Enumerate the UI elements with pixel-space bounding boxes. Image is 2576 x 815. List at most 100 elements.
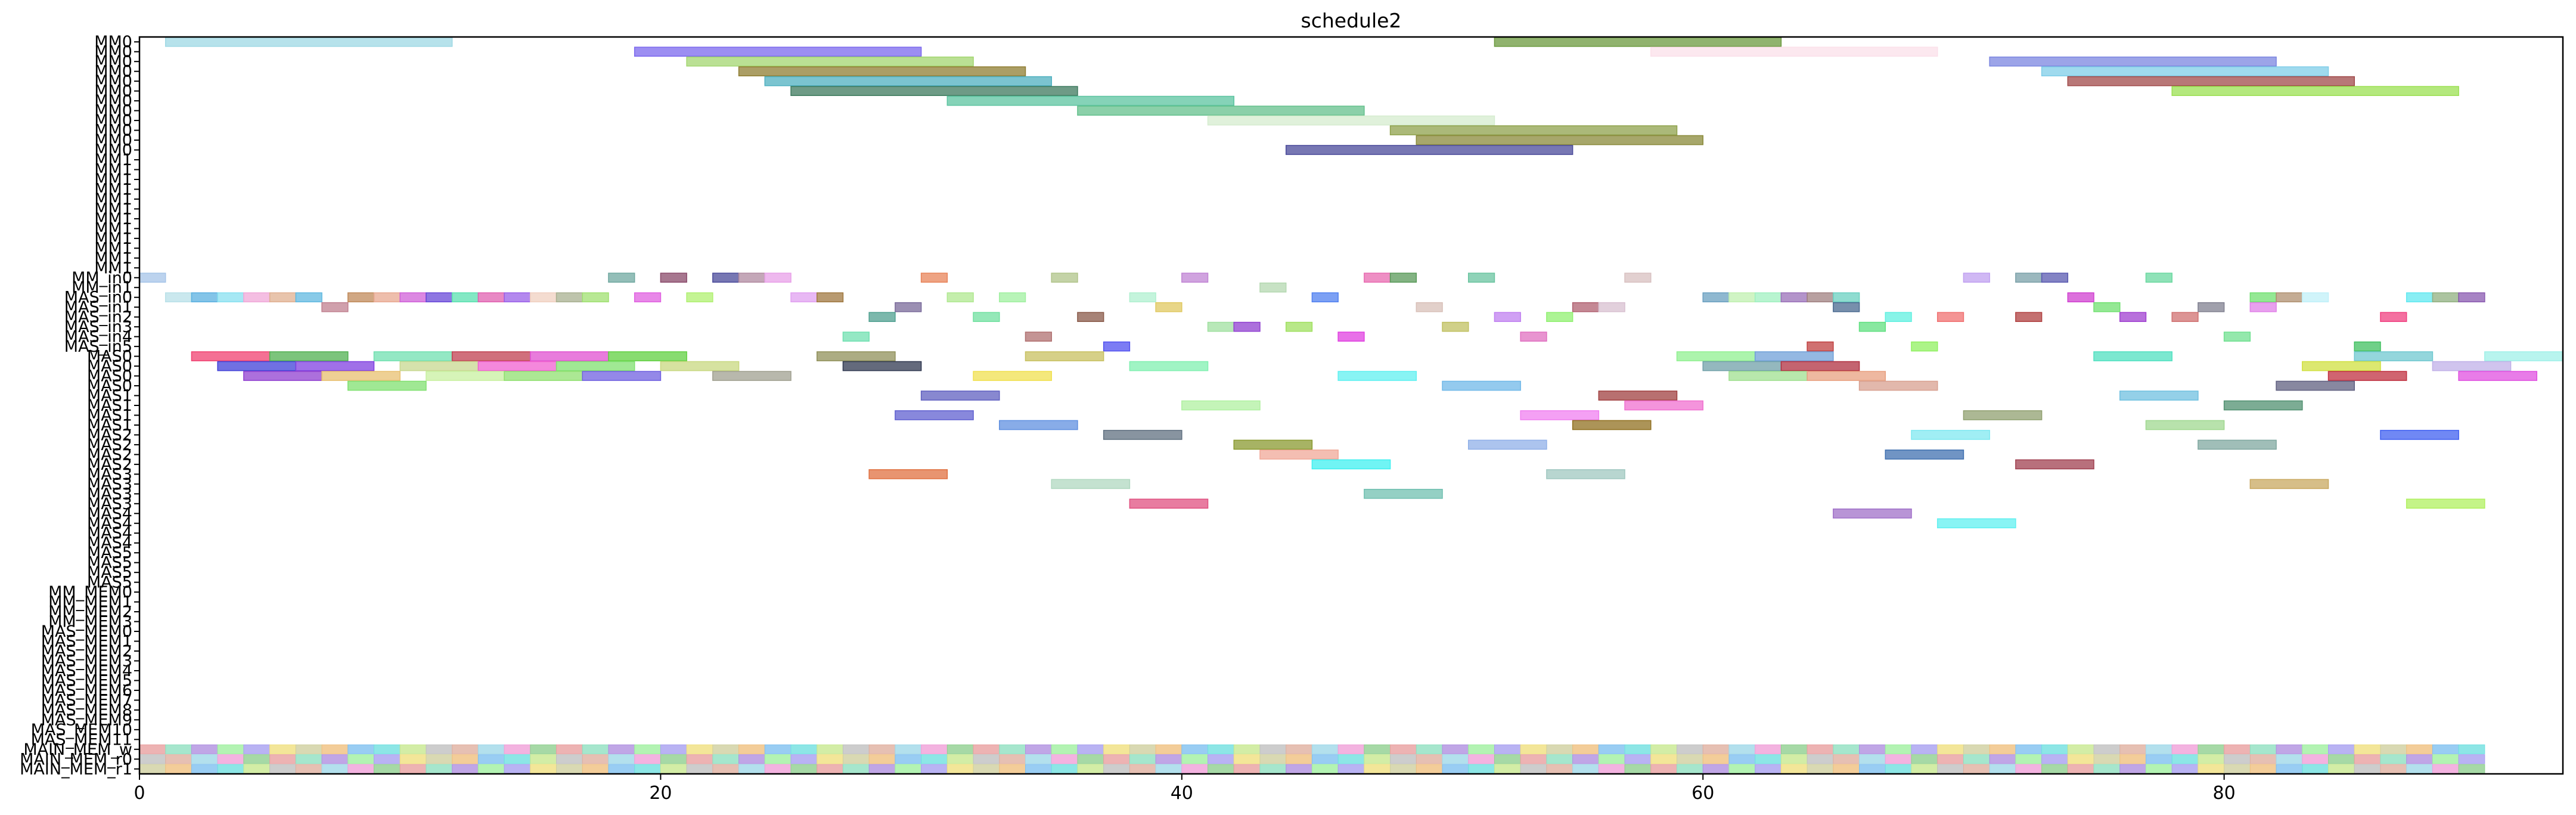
memory-block	[1911, 754, 1938, 764]
memory-block	[1572, 764, 1599, 774]
memory-block	[1807, 744, 1834, 754]
y-tick-label: MM1	[94, 171, 132, 189]
memory-block	[2145, 744, 2172, 754]
y-tick-label: MAIN_MEM_w	[23, 740, 132, 759]
task-bar	[946, 95, 1235, 106]
task-bar	[1936, 312, 1964, 323]
task-bar	[738, 66, 1026, 77]
y-tick-label: MM1	[94, 230, 132, 248]
y-tick-label: MM_MEM1	[48, 593, 132, 612]
memory-block	[139, 744, 166, 754]
memory-block	[2041, 744, 2068, 754]
task-bar	[816, 351, 896, 361]
memory-block	[1624, 744, 1652, 754]
task-bar	[1103, 430, 1183, 440]
memory-block	[2171, 744, 2199, 754]
task-bar	[1103, 341, 1131, 352]
memory-block	[1364, 764, 1391, 774]
memory-block	[660, 764, 687, 774]
memory-block	[2093, 744, 2121, 754]
y-tick-label: MM1	[94, 151, 132, 169]
memory-block	[217, 744, 244, 754]
memory-block	[1598, 764, 1625, 774]
memory-block	[1494, 764, 1521, 774]
memory-block	[1650, 764, 1678, 774]
task-bar	[2145, 272, 2172, 283]
y-tick-label: MM_MEM0	[48, 583, 132, 602]
memory-block	[217, 754, 244, 764]
task-bar	[2406, 292, 2434, 303]
memory-block	[2276, 754, 2303, 764]
memory-block	[530, 764, 557, 774]
task-bar	[2249, 292, 2277, 303]
memory-block	[2328, 754, 2355, 764]
y-tick-label: MM0	[94, 52, 132, 71]
y-tick-label: MAS_MEM6	[41, 681, 132, 700]
memory-block	[1311, 764, 1339, 774]
y-tick-label: MM1	[94, 180, 132, 199]
memory-block	[999, 754, 1026, 764]
task-bar	[2380, 312, 2407, 323]
memory-block	[2224, 764, 2251, 774]
task-bar	[2015, 312, 2043, 323]
task-bar	[1833, 508, 1912, 519]
y-tick-label: MM1	[94, 259, 132, 277]
task-bar	[973, 312, 1000, 323]
memory-block	[347, 754, 374, 764]
y-tick-label: MAIN_MEM_r0	[20, 750, 132, 768]
task-bar	[582, 371, 662, 381]
memory-block	[921, 754, 948, 764]
y-tick-label: MAS_in3	[64, 318, 132, 336]
memory-block	[1051, 754, 1078, 764]
task-bar	[2041, 272, 2069, 283]
y-tick-label: MM0	[94, 33, 132, 51]
task-bar	[1233, 439, 1313, 450]
task-bar	[217, 292, 244, 303]
memory-block	[1963, 754, 1990, 764]
task-bar	[764, 76, 1052, 86]
memory-block	[1468, 744, 1495, 754]
memory-block	[373, 764, 401, 774]
task-bar	[1389, 125, 1678, 135]
memory-block	[2015, 744, 2043, 754]
task-bar	[1989, 56, 2277, 67]
memory-block	[895, 764, 922, 774]
memory-block	[817, 744, 843, 754]
task-bar	[895, 302, 922, 312]
memory-block	[2354, 754, 2381, 764]
y-tick-label: MAS_in5	[64, 337, 132, 356]
memory-block	[1702, 764, 1730, 774]
memory-block	[1650, 754, 1678, 764]
memory-block	[2119, 764, 2146, 774]
memory-block	[2458, 744, 2485, 754]
task-bar	[738, 272, 766, 283]
task-bar	[1077, 312, 1104, 323]
y-tick-label: MAS5	[87, 563, 132, 582]
memory-block	[1780, 764, 1808, 774]
task-bar	[790, 292, 818, 303]
task-bar	[555, 361, 635, 371]
memory-block	[530, 754, 557, 764]
memory-block	[1755, 744, 1782, 754]
memory-block	[999, 764, 1026, 774]
task-bar	[895, 410, 974, 420]
task-bar	[1233, 321, 1261, 332]
memory-block	[686, 754, 713, 764]
task-bar	[608, 351, 687, 361]
task-bar	[1754, 292, 1782, 303]
task-bar	[1155, 302, 1183, 312]
y-tick-label: MAS_MEM11	[31, 730, 132, 749]
memory-block	[1859, 744, 1886, 754]
memory-block	[556, 754, 583, 764]
memory-block	[556, 744, 583, 754]
task-bar	[243, 371, 322, 381]
task-bar	[842, 331, 870, 342]
y-tick-label: MM0	[94, 131, 132, 150]
memory-block	[1859, 754, 1886, 764]
memory-block	[2328, 744, 2355, 754]
task-bar	[816, 292, 844, 303]
task-bar	[2432, 361, 2512, 371]
task-bar	[1807, 371, 1886, 381]
memory-block	[2249, 764, 2277, 774]
task-bar	[1702, 292, 1730, 303]
